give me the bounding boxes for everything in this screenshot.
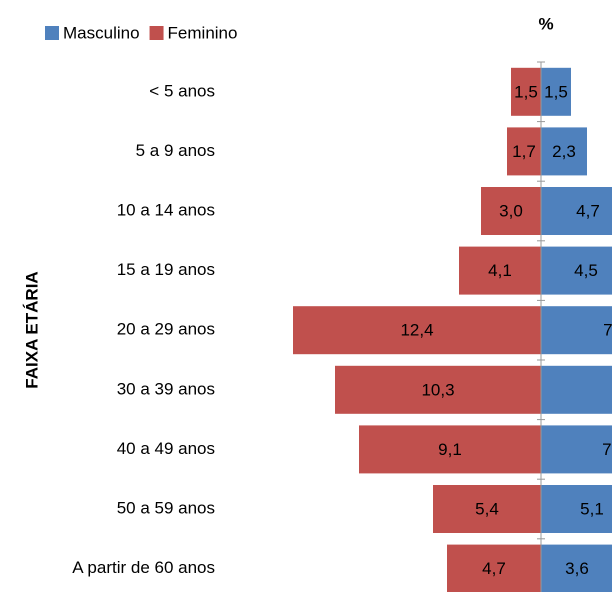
data-label: 4,7 (482, 559, 506, 578)
data-label: 12,4 (400, 321, 433, 340)
chart-title: % (538, 14, 553, 33)
y-tick-label: A partir de 60 anos (72, 558, 215, 577)
y-tick-label: 10 a 14 anos (117, 200, 215, 219)
data-label: 5,4 (475, 499, 499, 518)
bar (541, 365, 612, 414)
bar (541, 485, 612, 533)
bar (459, 246, 541, 295)
y-tick-label: 40 a 49 anos (117, 439, 215, 458)
legend-swatch (149, 26, 164, 40)
data-label: 10,3 (421, 380, 454, 399)
data-label: 1,5 (544, 82, 568, 101)
data-label: 4,1 (488, 261, 512, 280)
data-label: 3,0 (499, 201, 523, 220)
data-label: 1,7 (512, 142, 536, 161)
y-tick-label: < 5 anos (149, 81, 215, 100)
bar (541, 246, 612, 295)
bar (507, 127, 541, 176)
y-tick-label: 15 a 19 anos (117, 260, 215, 279)
bar (335, 365, 541, 414)
bar (359, 425, 541, 474)
data-label: 3,6 (565, 559, 589, 578)
legend-swatch (45, 26, 59, 40)
y-tick-label: 50 a 59 anos (117, 498, 215, 517)
data-label: 4,5 (574, 261, 598, 280)
bar (541, 544, 612, 593)
bar (293, 306, 541, 355)
bar (481, 187, 541, 235)
data-label: 5,1 (580, 499, 604, 518)
data-label: 9,1 (438, 440, 462, 459)
y-tick-label: 20 a 29 anos (117, 320, 215, 339)
data-label: 2,3 (552, 142, 576, 161)
y-tick-label: 5 a 9 anos (136, 141, 215, 160)
bar (541, 306, 612, 355)
bar (511, 67, 541, 116)
y-tick-label: 30 a 39 anos (117, 379, 215, 398)
bar (541, 127, 587, 176)
bar (433, 485, 541, 533)
bar (541, 187, 612, 235)
y-axis-title: FAIXA ETÁRIA (22, 271, 41, 388)
legend-label: Feminino (168, 23, 238, 42)
legend-label: Masculino (63, 23, 140, 42)
data-label: 7,4 (603, 321, 612, 340)
data-label: 1,5 (514, 82, 538, 101)
data-label: 4,7 (576, 201, 600, 220)
bar (541, 425, 612, 474)
bar (447, 544, 541, 593)
data-label: 7,3 (602, 440, 612, 459)
bar (541, 67, 571, 116)
